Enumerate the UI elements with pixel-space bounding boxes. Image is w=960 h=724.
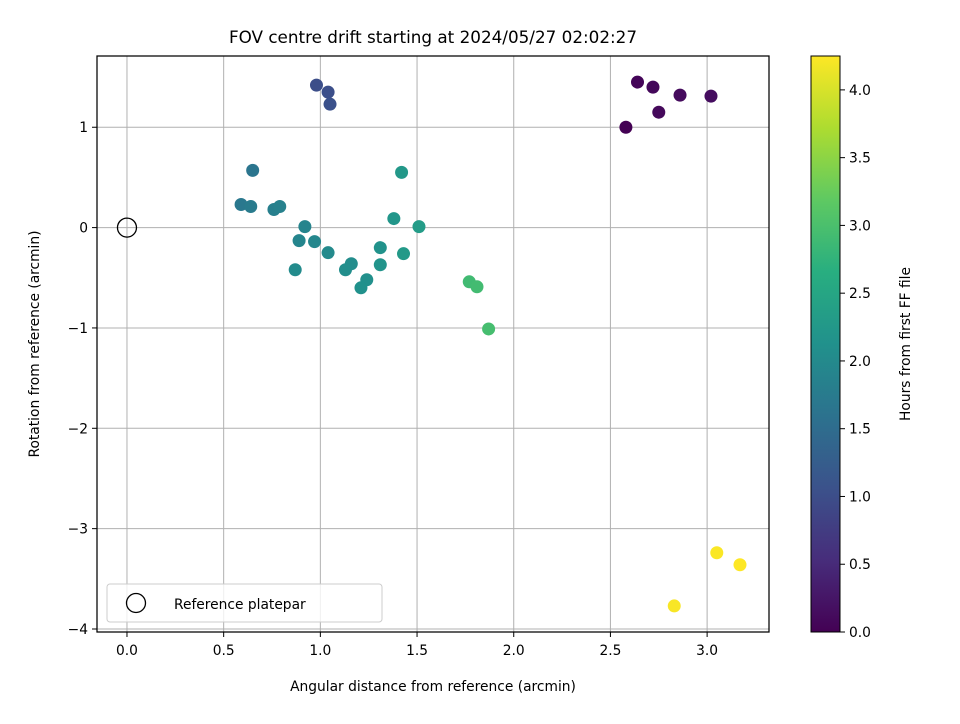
legend: Reference platepar	[106, 583, 383, 623]
scatter-point	[308, 235, 322, 249]
scatter-point	[373, 241, 387, 255]
scatter-points	[116, 75, 747, 613]
scatter-point	[470, 280, 484, 294]
y-tick-label: 1	[79, 120, 88, 136]
scatter-point	[482, 322, 496, 336]
scatter-point	[338, 263, 352, 277]
scatter-point	[412, 220, 426, 234]
colorbar-label: Hours from first FF file	[898, 267, 914, 421]
x-tick-label: 3.0	[696, 643, 718, 659]
colorbar-tick-label: 1.5	[849, 422, 871, 438]
colorbar-tick-label: 0.0	[849, 625, 871, 641]
scatter-point	[619, 120, 633, 134]
x-axis-ticks: 0.0 0.5 1.0 1.5 2.0 2.5 3.0	[116, 632, 718, 659]
y-tick-label: −2	[68, 421, 88, 437]
colorbar-tick-label: 1.0	[849, 489, 871, 505]
scatter-point	[646, 80, 660, 94]
scatter-point	[321, 246, 335, 260]
scatter-point	[321, 85, 335, 99]
colorbar-tick-label: 4.0	[849, 83, 871, 99]
scatter-point	[244, 200, 258, 214]
x-tick-label: 0.5	[213, 643, 235, 659]
scatter-point	[373, 258, 387, 272]
colorbar-tick-label: 3.0	[849, 218, 871, 234]
scatter-point	[234, 198, 248, 212]
x-tick-label: 0.0	[116, 643, 138, 659]
scatter-point	[631, 75, 645, 89]
y-tick-label: −1	[68, 321, 88, 337]
scatter-point	[652, 105, 666, 119]
colorbar-tick-label: 0.5	[849, 557, 871, 573]
scatter-point	[298, 220, 312, 234]
y-axis-ticks: 1 0 −1 −2 −3 −4	[68, 120, 97, 638]
legend-box	[106, 583, 383, 623]
scatter-point	[395, 165, 409, 179]
reference-point	[116, 217, 138, 238]
scatter-point	[273, 200, 287, 214]
scatter-point	[246, 163, 260, 177]
scatter-point	[733, 558, 747, 572]
grid	[97, 56, 769, 632]
scatter-point	[292, 234, 306, 248]
x-tick-label: 1.5	[406, 643, 428, 659]
scatter-point	[323, 97, 337, 111]
x-axis-label: Angular distance from reference (arcmin)	[290, 679, 576, 695]
y-tick-label: 0	[79, 221, 88, 237]
colorbar-gradient	[810, 55, 841, 633]
plot-area-frame	[96, 55, 770, 633]
colorbar-tick-label: 2.5	[849, 286, 871, 302]
y-tick-label: −3	[68, 522, 88, 538]
x-tick-label: 2.0	[503, 643, 525, 659]
scatter-point	[673, 88, 687, 102]
scatter-point	[288, 263, 302, 277]
colorbar-tick-label: 3.5	[849, 151, 871, 167]
scatter-point	[667, 599, 681, 613]
scatter-point	[710, 546, 724, 560]
x-tick-label: 1.0	[309, 643, 331, 659]
scatter-point	[354, 281, 368, 295]
legend-marker-open-circle	[125, 592, 147, 614]
chart-title: FOV centre drift starting at 2024/05/27 …	[229, 27, 637, 47]
scatter-point	[387, 212, 401, 226]
colorbar-tick-label: 2.0	[849, 354, 871, 370]
scatter-point	[704, 89, 718, 103]
x-tick-label: 2.5	[599, 643, 621, 659]
legend-entry-label: Reference platepar	[174, 597, 306, 613]
colorbar: 0.0 0.5 1.0 1.5 2.0 2.5 3.0 3.5 4.0 Hours from f…	[810, 55, 914, 641]
y-axis-label: Rotation from reference (arcmin)	[27, 230, 43, 457]
scatter-point	[397, 247, 411, 261]
colorbar-ticks: 0.0 0.5 1.0 1.5 2.0 2.5 3.0 3.5 4.0	[840, 83, 871, 641]
y-tick-label: −4	[68, 622, 88, 638]
scatter-point	[309, 78, 323, 92]
